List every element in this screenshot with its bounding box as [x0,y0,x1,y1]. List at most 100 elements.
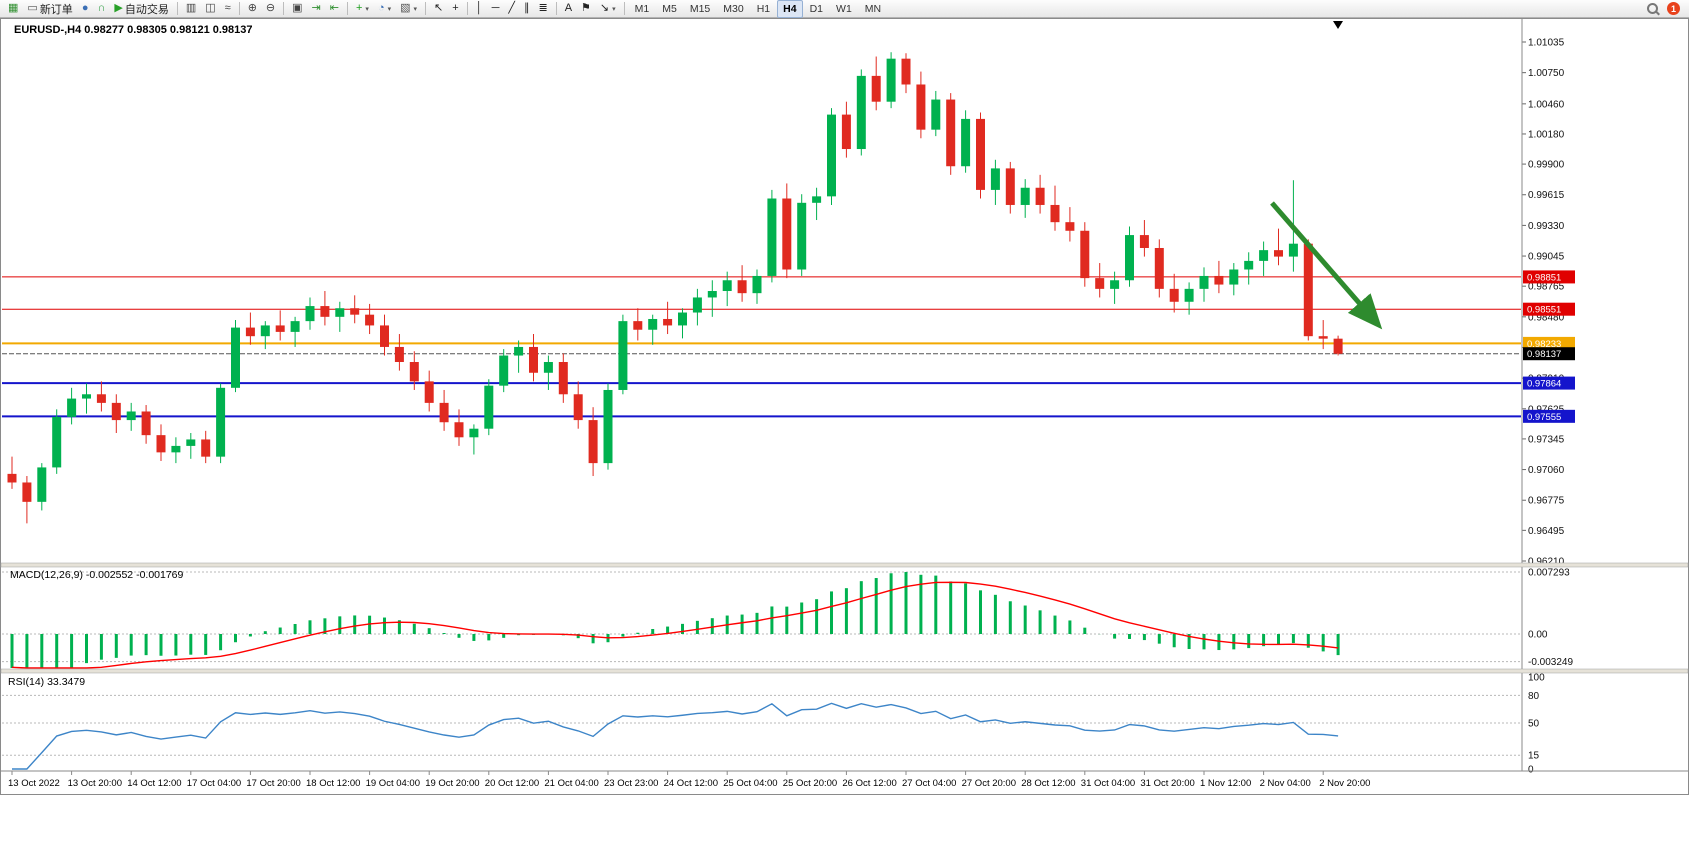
candle [1184,288,1194,302]
cursor-icon: ↖ [434,2,444,14]
timeframe-w1-button[interactable]: W1 [836,2,852,15]
zoom-out-button[interactable]: ⊖ [262,0,279,18]
price-line-label-0.97555: 0.97555 [1527,412,1561,423]
trendline-button[interactable]: ╱ [504,0,519,18]
time-axis[interactable]: 13 Oct 2022 13 Oct 20:00 14 Oct 12:00 17 Oc… [8,771,1370,789]
candle [678,312,687,326]
time-axis-label: 26 Oct 12:00 [842,778,896,789]
candle [663,318,673,326]
periods-button[interactable]: ◔ ▾ [374,0,395,18]
arrows-button[interactable]: ↘ ▾ [596,0,620,18]
candle [394,346,404,363]
toolbar-separator [238,2,240,15]
price-axis-label: 0.98480 [1528,312,1565,323]
notification-badge[interactable]: 1 [1667,2,1680,15]
timeframe-d1-button[interactable]: D1 [809,2,824,15]
support-button[interactable]: ∩ [93,0,109,18]
candle [1020,187,1030,205]
candle [856,75,866,150]
timeframe-m5-button[interactable]: M5 [662,2,677,15]
candle [1005,168,1015,205]
macd-signal-line [11,581,1339,669]
panel-chrome-layer [0,19,1689,772]
chart-shift-button[interactable]: ⇤ [326,0,343,18]
toolbar-separator [623,2,625,15]
candle [52,416,62,468]
channel-button[interactable]: ∥ [520,0,534,18]
candle [797,202,807,270]
candle [37,467,47,502]
candle [245,327,255,337]
new-order-button[interactable]: ▭ 新订单 [23,0,76,18]
text-label-button[interactable]: ⚑ [577,0,595,18]
candle [335,308,345,317]
tile-windows-button[interactable]: ▣ [288,0,306,18]
add-indicator-button[interactable]: + ▾ [352,0,373,18]
zoom-in-button[interactable]: ⊕ [244,0,261,18]
autotrade-button[interactable]: ▶ 自动交易 [110,0,172,18]
crosshair-button[interactable]: + [448,0,462,18]
auto-scroll-button[interactable]: ⇥ [308,0,325,18]
timeframe-h4-button[interactable]: H4 [777,0,803,18]
price-line-label-0.98851: 0.98851 [1527,272,1561,283]
new-chart-button[interactable]: ▦ [4,0,22,18]
vertical-line-button[interactable]: │ [472,0,487,18]
price-line-label-0.98551: 0.98551 [1527,305,1561,316]
candlestick-chart-button[interactable]: ◫ [201,0,219,18]
time-axis-label: 19 Oct 20:00 [425,778,479,789]
support-icon: ∩ [97,2,106,14]
macd-rsi-splitter[interactable] [0,668,1689,674]
search-icon[interactable] [1646,2,1660,16]
main-macd-splitter[interactable] [0,562,1689,568]
text-icon: A [564,2,573,14]
zoom-out-icon: ⊖ [265,2,276,14]
time-axis-label: 14 Oct 12:00 [127,778,181,789]
candle [1244,260,1254,270]
bar-chart-button[interactable]: ▥ [182,0,200,18]
candle [573,394,583,421]
candle [1259,250,1269,261]
templates-button[interactable]: ▧ ▾ [396,0,421,18]
candle [722,280,732,292]
time-axis-label: 24 Oct 12:00 [664,778,718,789]
price-axis-label: 0.96775 [1528,496,1565,507]
candle [1095,278,1105,289]
candle [633,321,643,330]
price-axis-label: 1.00750 [1528,68,1565,79]
candle [1199,275,1209,289]
macd-label: MACD(12,26,9) -0.002552 -0.001769 [10,569,184,581]
candle [260,325,270,337]
candle [409,362,419,382]
line-chart-button[interactable]: ≈ [221,0,235,18]
candle [1050,204,1060,223]
toolbar-buttons: ▦ ▭ 新订单 ● ∩ ▶ 自动交易 ▥ ◫ ≈ ⊕ ⊖ ▣ ⇥ ⇤ + ▾ ◔ ▾ ▧ ▾ ↖ + │ ─ ╱ ∥ ≣ A ⚑ ↘ ▾ M1 M… [4,0,887,18]
price-axis-label: 0.98765 [1528,282,1565,293]
timeframe-h1-button[interactable]: H1 [756,2,771,15]
timeframe-m30-button[interactable]: M30 [723,2,744,15]
chevron-down-icon: ▾ [365,5,369,13]
cursor-button[interactable]: ↖ [430,0,447,18]
candle [111,402,121,421]
trend-arrow[interactable] [1270,201,1383,330]
timeframe-m15-button[interactable]: M15 [689,2,711,15]
candle [156,435,166,453]
chevron-down-icon: ▾ [612,5,616,13]
fibonacci-button[interactable]: ≣ [534,0,551,18]
chevron-down-icon: ▾ [413,5,418,13]
bar-chart-icon: ▥ [185,2,197,14]
timeframe-m1-button[interactable]: M1 [634,2,650,15]
candle [1303,243,1313,337]
macd-axis-label: -0.003249 [1528,657,1573,668]
price-line-label-0.97864-box [1523,376,1575,390]
candle [707,291,717,298]
candle [752,275,762,294]
horizontal-line-button[interactable]: ─ [488,0,504,18]
time-axis-label: 27 Oct 20:00 [962,778,1016,789]
timeframe-mn-button[interactable]: MN [864,2,882,15]
candle [961,118,971,167]
time-axis-label: 25 Oct 04:00 [723,778,777,789]
time-axis-label: 31 Oct 04:00 [1081,778,1135,789]
text-button[interactable]: A [561,0,576,18]
profile-button[interactable]: ● [78,0,93,18]
